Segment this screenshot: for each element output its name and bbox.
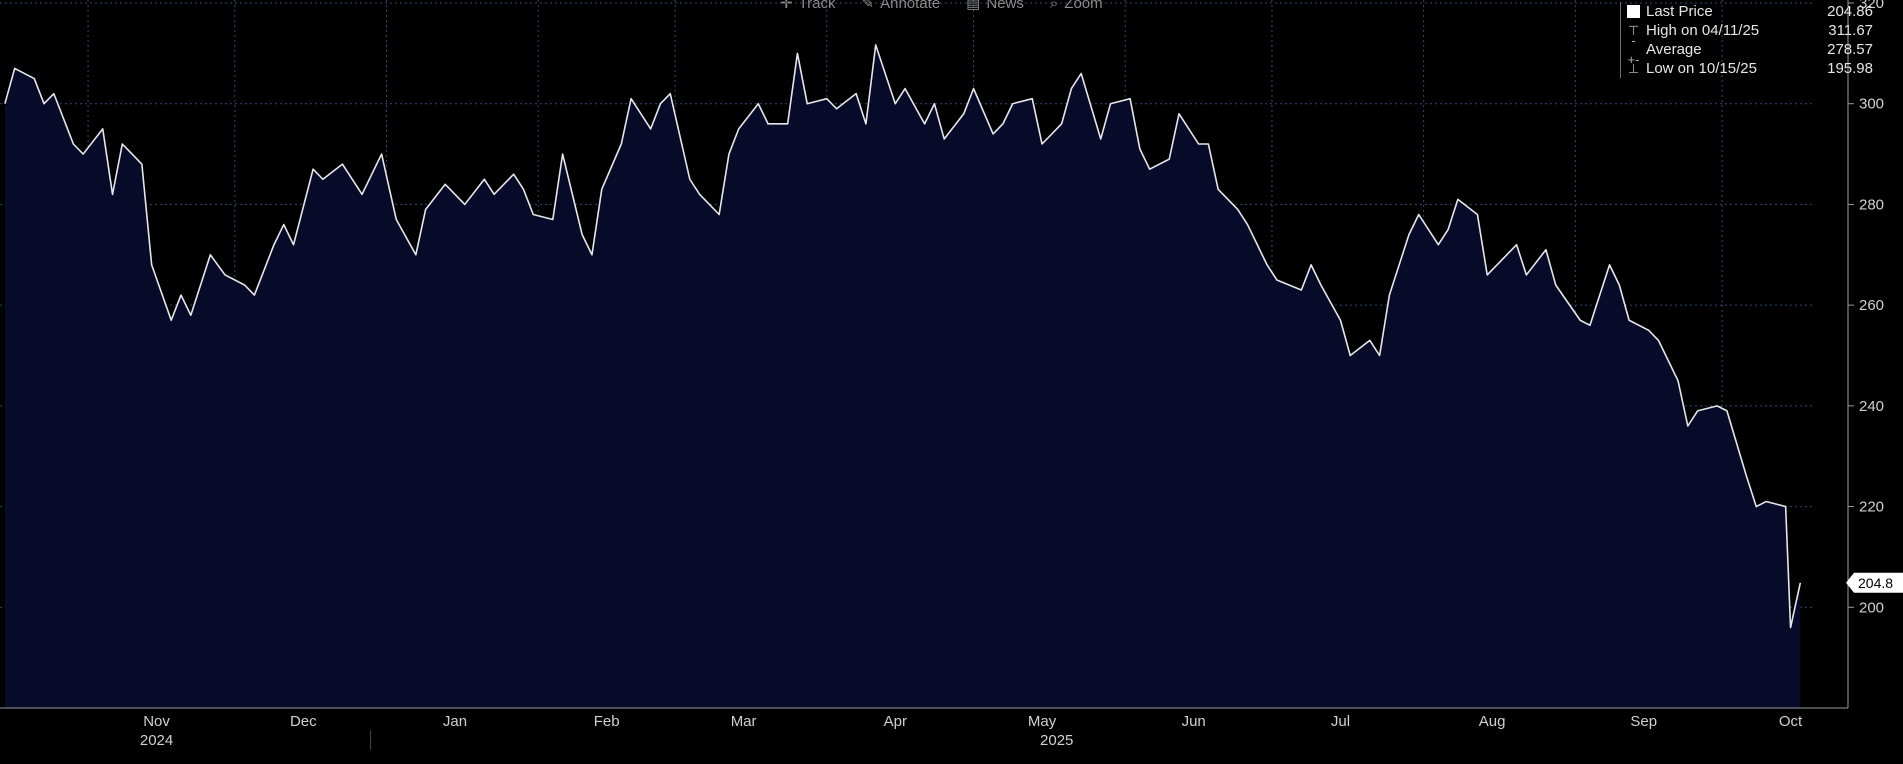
legend-high-value: 311.67 [1828,22,1873,39]
last-price-tag-shape [1846,572,1903,593]
legend-average-label: Average [1646,41,1702,58]
y-tick-label: 200 [1859,599,1884,616]
track-label: Track [798,0,836,12]
x-tick-label: Jun [1182,713,1206,730]
annotate-label: Annotate [880,0,941,12]
x-tick-label: Nov [143,713,170,730]
legend-row-last-price[interactable]: Last Price 204.86 [1627,2,1873,21]
legend-row-average: -+- Average 278.57 [1627,33,1873,67]
chart-legend: Last Price 204.86 ⊤ High on 04/11/25 311.… [1620,2,1873,78]
x-year-label: 2025 [1040,732,1073,749]
average-marker-icon: -+- [1627,32,1640,67]
y-tick-label: 220 [1859,499,1884,516]
y-tick-label: 320 [1859,0,1884,12]
y-tick-label: 300 [1859,96,1884,113]
x-year-label: 2024 [140,732,173,749]
last-price-tag-label: 204.8 [1858,575,1893,591]
y-axis: 200 220 240 260 280 300 320 [1847,0,1884,708]
x-tick-label: May [1028,713,1057,730]
legend-row-high: ⊤ High on 04/11/25 311.67 [1627,21,1873,40]
crosshair-icon: ✛ [780,0,793,12]
news-label: News [986,0,1024,12]
legend-low-value: 195.98 [1827,60,1873,77]
y-tick-label: 280 [1859,196,1884,213]
legend-average-value: 278.57 [1827,41,1873,58]
zoom-label: Zoom [1064,0,1103,12]
x-tick-label: Oct [1779,713,1803,730]
chart-toolbar: ✛ Track ✎ Annotate ▤ News ⌕ Zoom [780,0,1103,12]
zoom-button[interactable]: ⌕ Zoom [1050,0,1103,12]
pencil-icon: ✎ [861,0,875,12]
track-button[interactable]: ✛ Track [780,0,836,12]
x-tick-label: Feb [594,713,620,730]
x-tick-label: Apr [884,713,907,730]
zoom-icon: ⌕ [1049,0,1059,12]
x-tick-label: Mar [731,713,757,730]
price-area-fill [4,44,1801,708]
white-swatch-icon [1627,5,1640,18]
last-price-tag: 204.8 [1846,572,1903,593]
x-tick-label: Dec [290,713,317,730]
legend-last-value: 204.86 [1827,3,1873,20]
low-marker-icon: ⊥ [1627,61,1640,76]
annotate-button[interactable]: ✎ Annotate [862,0,941,12]
high-marker-icon: ⊤ [1627,23,1640,38]
legend-last-label: Last Price [1646,3,1713,20]
y-tick-label: 260 [1859,297,1884,314]
x-axis: Nov Dec Jan Feb Mar Apr May Jun Jul Aug Sep Oct 2024… [140,713,1803,749]
news-icon: ▤ [966,0,981,12]
x-tick-label: Jan [443,713,467,730]
x-tick-label: Sep [1630,713,1657,730]
year-divider [370,730,371,750]
news-button[interactable]: ▤ News [966,0,1024,12]
legend-row-low: ⊥ Low on 10/15/25 195.98 [1627,59,1873,78]
x-tick-label: Aug [1479,713,1506,730]
legend-high-label: High on 04/11/25 [1646,22,1760,39]
x-tick-label: Jul [1331,713,1350,730]
price-series-line[interactable] [4,44,1802,629]
legend-low-label: Low on 10/15/25 [1646,60,1757,77]
y-tick-label: 240 [1859,398,1884,415]
